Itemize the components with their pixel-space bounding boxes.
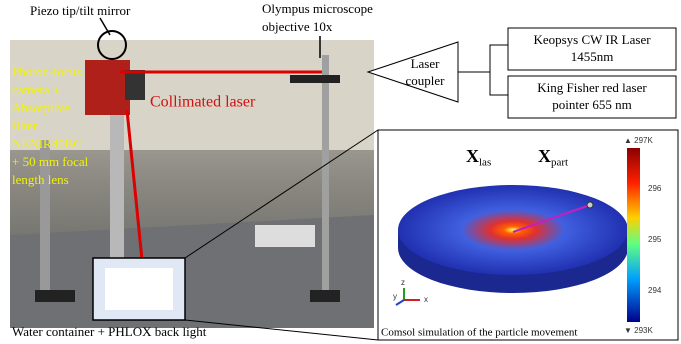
label: coupler	[406, 73, 446, 88]
label: NENIR40BC	[12, 136, 82, 151]
label: Laser	[411, 56, 441, 71]
label: Photon-focus	[12, 64, 81, 79]
label: ▼ 293K	[624, 326, 653, 335]
colorbar-tick-label: 295	[648, 235, 662, 244]
label: Keopsys CW IR Laser	[533, 32, 651, 47]
figure: Piezo tip/tilt mirror Olympus microscope…	[0, 0, 681, 344]
axis-label: y	[393, 292, 397, 301]
label: + 50 mm focal	[12, 154, 89, 169]
label: Absorptive	[12, 100, 70, 115]
colorbar-tick-label: 296	[648, 184, 662, 193]
label: 1455nm	[571, 49, 614, 64]
label: part	[551, 157, 568, 169]
label: King Fisher red laser	[537, 80, 647, 95]
label: Piezo tip/tilt mirror	[30, 3, 131, 18]
label: X	[538, 146, 551, 166]
label: objective 10x	[262, 19, 333, 34]
label: Water container + PHLOX back light	[12, 324, 207, 339]
label: Olympus microscope	[262, 1, 373, 16]
colorbar-tick-label: 294	[648, 286, 662, 295]
label: Collimated laser	[150, 94, 256, 111]
caption: Comsol simulation of the particle moveme…	[381, 327, 577, 339]
label: length lens	[12, 172, 69, 187]
label: pointer 655 nm	[552, 97, 631, 112]
label: las	[479, 157, 491, 169]
label: X	[466, 146, 479, 166]
axis-label: z	[401, 278, 405, 287]
label: camera +	[12, 82, 60, 97]
label: ▲ 297K	[624, 136, 653, 145]
axis-label: x	[424, 295, 428, 304]
label: filter	[12, 118, 38, 133]
